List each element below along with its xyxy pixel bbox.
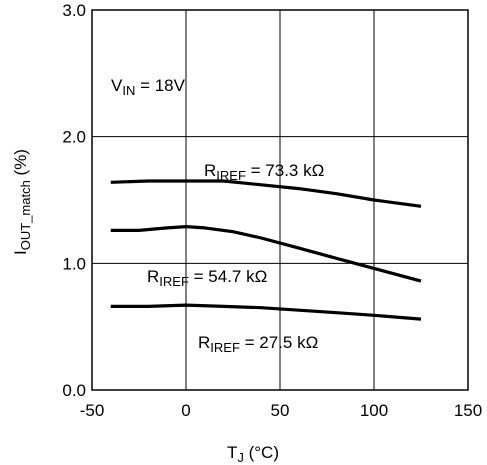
x-tick-label: 100 [360,401,388,420]
series-line-1 [110,225,422,283]
y-tick-labels: 0.0 1.0 2.0 3.0 [62,1,86,400]
annotation-riref-27: RIREF = 27.5 kΩ [198,333,318,355]
y-tick-label: 0.0 [62,381,86,400]
y-tick-label: 1.0 [62,254,86,273]
x-tick-label: 0 [181,401,190,420]
series-group [110,179,422,321]
annotation-riref-73: RIREF = 73.3 kΩ [204,161,324,183]
x-tick-label: 150 [454,401,482,420]
y-tick-label: 2.0 [62,128,86,147]
plot-frame [91,9,469,391]
x-axis-label: TJ (°C) [227,443,279,465]
y-tick-label: 3.0 [62,1,86,20]
x-tick-label: -50 [80,401,105,420]
x-tick-label: 50 [271,401,290,420]
series-line-2 [110,303,422,321]
annotation-vin: VIN = 18V [111,76,186,98]
x-tick-labels: -50 0 50 100 150 [80,401,482,420]
annotation-riref-54: RIREF = 54.7 kΩ [147,267,267,289]
y-axis-label: IOUT_match (%) [11,149,33,255]
series-line-0 [110,179,422,208]
